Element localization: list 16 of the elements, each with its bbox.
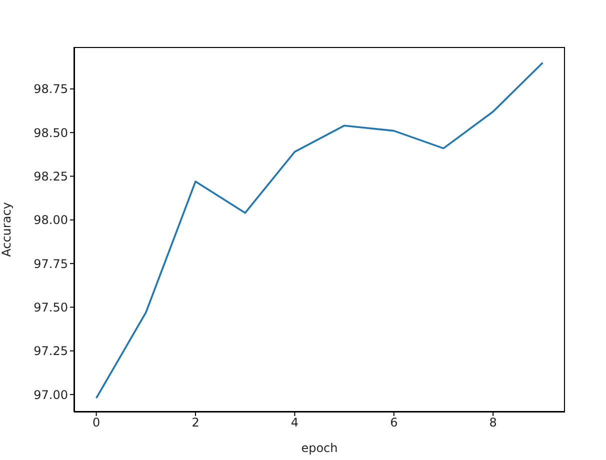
x-tick-label: 0 xyxy=(92,416,100,430)
y-tick-label: 98.25 xyxy=(34,169,68,184)
x-axis-title: epoch xyxy=(301,441,338,455)
x-tick-label: 6 xyxy=(390,416,398,430)
y-tick-label: 98.00 xyxy=(34,213,68,228)
x-tick-label: 8 xyxy=(489,416,497,430)
x-tick-label: 4 xyxy=(290,416,299,430)
y-axis-title: Accuracy xyxy=(0,202,14,257)
x-tick-label: 2 xyxy=(192,416,200,430)
y-tick-label: 97.50 xyxy=(34,300,68,314)
y-tick-label: 97.75 xyxy=(34,256,68,271)
line-series xyxy=(95,62,544,399)
y-tick-label: 97.25 xyxy=(34,344,68,358)
y-tick-label: 98.50 xyxy=(34,126,68,140)
y-tick-label: 98.75 xyxy=(34,82,68,96)
y-tick-label: 97.00 xyxy=(34,388,68,402)
